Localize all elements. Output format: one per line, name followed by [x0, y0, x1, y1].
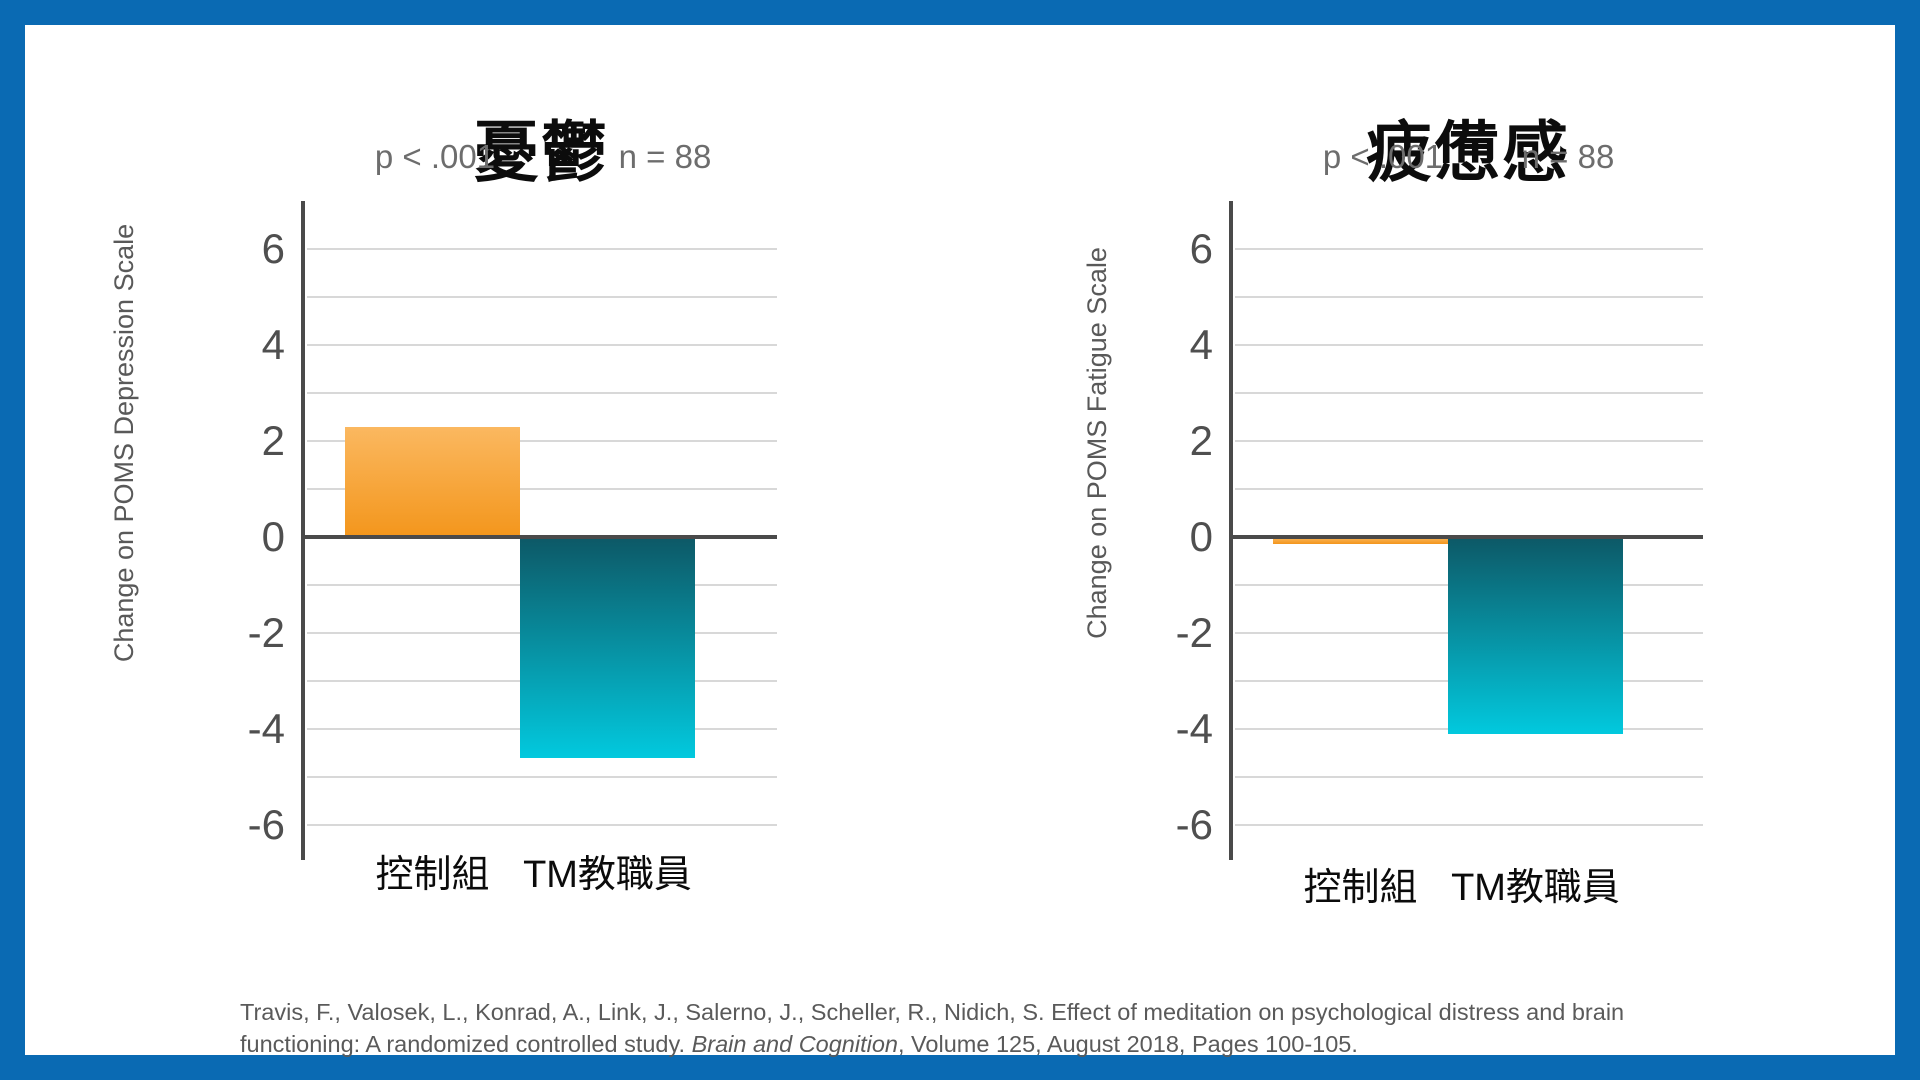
gridline [307, 824, 777, 826]
gridline [1235, 776, 1703, 778]
category-label: 控制組 [375, 854, 490, 896]
gridline [307, 296, 777, 298]
y-tick-label: 0 [1189, 513, 1213, 560]
y-tick-label: 2 [261, 417, 285, 464]
citation-line2-pre: functioning: A randomized controlled stu… [240, 1030, 692, 1057]
gridline [307, 248, 777, 250]
gridline [1235, 248, 1703, 250]
y-tick-label: 2 [1189, 417, 1213, 464]
y-tick-label: 0 [261, 513, 285, 560]
citation-text: Travis, F., Valosek, L., Konrad, A., Lin… [240, 996, 1740, 1060]
gridline [307, 344, 777, 346]
bar-control-group [345, 426, 520, 537]
gridline [307, 488, 777, 490]
gridline [1235, 296, 1703, 298]
gridline [307, 392, 777, 394]
y-tick-label: -4 [247, 705, 285, 752]
y-tick-label: -6 [247, 801, 285, 848]
category-label: TM教職員 [523, 854, 692, 896]
category-label: TM教職員 [1451, 867, 1620, 909]
y-tick-label: 6 [261, 225, 285, 272]
gridline [307, 440, 777, 442]
y-tick-label: 4 [261, 321, 285, 368]
gridline [1235, 824, 1703, 826]
y-tick-label: -2 [247, 609, 285, 656]
y-axis-line [301, 201, 305, 860]
left-chart-y-axis-title: Change on POMS Depression Scale [109, 223, 139, 663]
citation-journal-name: Brain and Cognition [691, 1030, 898, 1057]
right-chart-title: 疲憊感 [1366, 114, 1570, 189]
y-tick-label: -2 [1175, 609, 1213, 656]
gridline [1235, 392, 1703, 394]
gridline [1235, 344, 1703, 346]
gridline [307, 776, 777, 778]
left-chart-title: 憂鬱 [473, 114, 609, 189]
citation-line2-post: , Volume 125, August 2018, Pages 100-105… [897, 1030, 1358, 1057]
y-tick-label: 4 [1189, 321, 1213, 368]
category-label: 控制組 [1303, 867, 1418, 909]
zero-baseline [301, 535, 777, 539]
left-chart-n-value: n = 88 [618, 138, 712, 175]
gridline [1235, 488, 1703, 490]
zero-baseline [1229, 535, 1703, 539]
bar-tm-group [520, 537, 695, 758]
gridline [1235, 440, 1703, 442]
bar-tm-group [1448, 537, 1623, 734]
y-tick-label: 6 [1189, 225, 1213, 272]
citation-line1: Travis, F., Valosek, L., Konrad, A., Lin… [240, 998, 1625, 1025]
right-chart-n-value: n = 88 [1521, 138, 1615, 175]
right-chart-p-value: p < .001 [1322, 138, 1444, 175]
y-tick-label: -4 [1175, 705, 1213, 752]
y-axis-line [1229, 201, 1233, 860]
y-tick-label: -6 [1175, 801, 1213, 848]
bar-control-group [1273, 537, 1448, 545]
left-chart-p-value: p < .001 [374, 138, 496, 175]
